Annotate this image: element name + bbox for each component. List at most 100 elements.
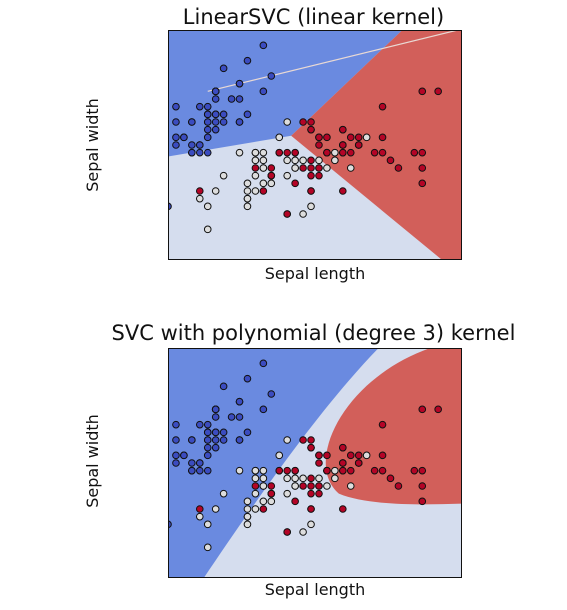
virginica-point bbox=[315, 489, 323, 498]
virginica-point bbox=[339, 125, 347, 134]
virginica-point bbox=[307, 505, 315, 513]
virginica-point bbox=[418, 148, 427, 157]
versicolor-point bbox=[291, 164, 299, 172]
setosa-point bbox=[203, 420, 212, 429]
setosa-point bbox=[219, 436, 228, 444]
versicolor-point bbox=[283, 171, 291, 180]
versicolor-point bbox=[331, 466, 339, 475]
setosa-point bbox=[211, 95, 220, 103]
versicolor-point bbox=[243, 520, 252, 529]
setosa-point bbox=[235, 397, 244, 406]
setosa-point bbox=[203, 110, 212, 119]
virginica-point bbox=[283, 210, 291, 218]
setosa-point bbox=[243, 374, 252, 383]
versicolor-point bbox=[251, 466, 260, 475]
versicolor-point bbox=[243, 194, 252, 203]
virginica-point bbox=[410, 148, 419, 157]
region-virginica bbox=[291, 30, 462, 260]
setosa-point bbox=[172, 141, 180, 149]
versicolor-point bbox=[219, 489, 228, 498]
versicolor-point bbox=[211, 187, 220, 195]
virginica-point bbox=[346, 466, 355, 475]
virginica-point bbox=[323, 148, 331, 157]
virginica-point bbox=[307, 164, 315, 172]
setosa-point bbox=[259, 41, 268, 50]
setosa-point bbox=[195, 102, 204, 111]
virginica-point bbox=[299, 436, 307, 444]
virginica-point bbox=[315, 451, 323, 460]
versicolor-point bbox=[203, 202, 212, 211]
versicolor-point bbox=[283, 118, 291, 126]
setosa-point bbox=[203, 125, 212, 134]
setosa-point bbox=[211, 428, 220, 437]
setosa-point bbox=[227, 413, 236, 421]
versicolor-point bbox=[267, 497, 276, 506]
setosa-point bbox=[243, 110, 252, 119]
virginica-point bbox=[307, 436, 315, 444]
versicolor-point bbox=[291, 156, 299, 165]
setosa-point bbox=[195, 141, 204, 149]
virginica-point bbox=[323, 451, 331, 460]
virginica-point bbox=[283, 148, 291, 157]
virginica-point bbox=[434, 87, 442, 96]
virginica-point bbox=[291, 497, 299, 506]
versicolor-point bbox=[251, 474, 260, 483]
plot-area bbox=[168, 348, 462, 578]
region-setosa bbox=[168, 30, 403, 157]
setosa-point bbox=[211, 110, 220, 119]
versicolor-point bbox=[275, 451, 284, 460]
setosa-point bbox=[211, 405, 220, 414]
virginica-point bbox=[418, 497, 427, 506]
virginica-point bbox=[354, 451, 363, 460]
virginica-point bbox=[307, 482, 315, 490]
virginica-point bbox=[386, 474, 395, 483]
virginica-point bbox=[267, 164, 276, 172]
virginica-point bbox=[378, 148, 387, 157]
virginica-point bbox=[299, 164, 307, 172]
virginica-point bbox=[267, 489, 276, 498]
setosa-point bbox=[267, 72, 276, 80]
virginica-point bbox=[354, 133, 363, 142]
setosa-point bbox=[259, 405, 268, 414]
versicolor-point bbox=[259, 156, 268, 165]
virginica-point bbox=[339, 141, 347, 149]
setosa-point bbox=[243, 428, 252, 437]
virginica-point bbox=[346, 133, 355, 142]
versicolor-point bbox=[307, 520, 315, 529]
versicolor-point bbox=[259, 482, 268, 490]
versicolor-point bbox=[235, 148, 244, 157]
virginica-point bbox=[307, 443, 315, 452]
setosa-point bbox=[211, 413, 220, 421]
virginica-point bbox=[299, 482, 307, 490]
virginica-point bbox=[267, 482, 276, 490]
setosa-point bbox=[259, 87, 268, 96]
virginica-point bbox=[259, 187, 268, 195]
virginica-point bbox=[434, 405, 442, 414]
virginica-point bbox=[299, 118, 307, 126]
setosa-point bbox=[235, 118, 244, 126]
setosa-point bbox=[172, 118, 180, 126]
setosa-point bbox=[203, 133, 212, 142]
setosa-point bbox=[172, 102, 180, 111]
setosa-point bbox=[211, 443, 220, 452]
setosa-point bbox=[172, 436, 180, 444]
setosa-point bbox=[180, 133, 188, 142]
versicolor-point bbox=[251, 148, 260, 157]
setosa-point bbox=[219, 428, 228, 437]
setosa-point bbox=[188, 459, 196, 467]
versicolor-point bbox=[251, 505, 260, 513]
setosa-point bbox=[195, 148, 204, 157]
versicolor-point bbox=[243, 179, 252, 188]
virginica-point bbox=[307, 171, 315, 180]
virginica-point bbox=[370, 466, 379, 475]
virginica-point bbox=[418, 87, 427, 96]
virginica-point bbox=[339, 505, 347, 513]
versicolor-point bbox=[259, 148, 268, 157]
setosa-point bbox=[235, 436, 244, 444]
virginica-point bbox=[418, 466, 427, 475]
setosa-point bbox=[211, 436, 220, 444]
versicolor-point bbox=[323, 482, 331, 490]
virginica-point bbox=[354, 141, 363, 149]
setosa-point bbox=[172, 451, 180, 460]
virginica-point bbox=[315, 171, 323, 180]
